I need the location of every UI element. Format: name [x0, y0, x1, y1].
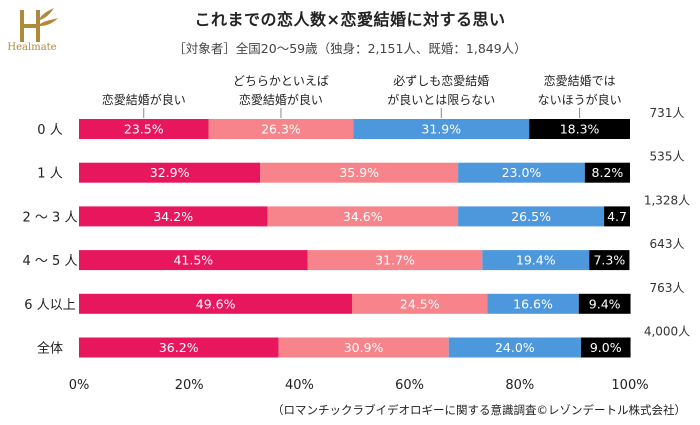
data-label-series-1: 49.6% [196, 296, 236, 311]
bar-segment-series-1 [79, 337, 279, 358]
data-label-series-3: 26.5% [511, 209, 551, 224]
sample-count: 763人 [650, 281, 685, 295]
data-label-series-2: 30.9% [344, 340, 384, 355]
data-label-series-1: 36.2% [159, 340, 199, 355]
data-label-series-1: 34.2% [153, 209, 193, 224]
bar-segment-series-2 [352, 293, 488, 314]
healmate-logo-icon [20, 8, 58, 42]
bar-segment-series-1 [79, 206, 268, 227]
data-label-series-4: 9.4% [589, 296, 621, 311]
x-tick-label: 60% [395, 378, 424, 393]
data-label-series-2: 26.3% [261, 122, 301, 137]
sample-count: 1,328人 [644, 193, 690, 207]
data-label-series-4: 4.7 [607, 209, 627, 224]
sample-count: 535人 [650, 150, 685, 164]
data-label-series-4: 9.0% [590, 340, 622, 355]
x-tick-label: 100% [611, 378, 648, 393]
chart-subtitle: ［対象者］全国20～59歳（独身：2,151人、既婚：1,849人） [173, 41, 527, 56]
legend-label-3: 必ずしも恋愛結婚 [393, 73, 489, 88]
bar-segment-series-4 [604, 206, 630, 227]
data-label-series-4: 8.2% [592, 165, 624, 180]
bar-segment-series-1 [79, 293, 353, 314]
data-label-series-1: 41.5% [173, 253, 213, 268]
x-tick-label: 80% [505, 378, 534, 393]
category-label: 全体 [37, 341, 63, 357]
category-label: 6 人以上 [24, 298, 75, 313]
data-label-series-1: 23.5% [124, 122, 164, 137]
sample-count: 731人 [650, 106, 685, 120]
x-tick-label: 40% [285, 378, 314, 393]
bar-segment-series-2 [307, 250, 483, 271]
sample-count: 643人 [650, 237, 685, 251]
category-label: 1 人 [37, 167, 62, 182]
data-label-series-3: 24.0% [495, 340, 535, 355]
data-label-series-2: 31.7% [375, 253, 415, 268]
legend-label-2: どちらかといえば [233, 74, 329, 88]
legend-label-4: 恋愛結婚では [544, 73, 616, 88]
bar-segment-series-1 [79, 250, 308, 271]
bar-segment-series-3 [487, 293, 579, 314]
bar-segment-series-3 [353, 119, 530, 139]
legend-label-2: 恋愛結婚が良い [239, 92, 323, 107]
x-tick-label: 0% [69, 378, 90, 393]
category-label: 2 ～ 3 人 [23, 210, 78, 225]
bar-segment-series-2 [260, 162, 459, 183]
legend-label-3: が良いとは限らない [387, 92, 495, 107]
bar-segment-series-4 [580, 337, 631, 358]
legend-label-4: ないほうが良い [538, 92, 622, 107]
data-label-series-3: 31.9% [421, 122, 461, 137]
bar-segment-series-4 [584, 162, 630, 183]
data-label-series-1: 32.9% [150, 165, 190, 180]
bar-segment-series-1 [79, 119, 209, 139]
bar-segment-series-4 [529, 119, 630, 139]
legend-label-1: 恋愛結婚が良い [102, 92, 186, 107]
logo-text: Healmate [7, 42, 57, 53]
x-tick-label: 20% [175, 378, 204, 393]
data-label-series-2: 35.9% [339, 165, 379, 180]
sample-count: 4,000人 [644, 325, 690, 339]
bar-segment-series-3 [458, 206, 605, 227]
data-label-series-4: 18.3% [560, 122, 600, 137]
bar-segment-series-3 [458, 162, 585, 183]
data-label-series-3: 23.0% [502, 165, 542, 180]
bar-segment-series-2 [267, 206, 459, 227]
bar-segment-series-3 [448, 337, 581, 358]
bar-segment-series-1 [79, 162, 261, 183]
bar-segment-series-2 [278, 337, 449, 358]
bar-segment-series-3 [482, 250, 590, 271]
category-label: 4 ～ 5 人 [23, 254, 78, 269]
data-label-series-4: 7.3% [593, 253, 625, 268]
source-note: （ロマンチックラブイデオロギーに関する意識調査©レゾンデートル株式会社） [272, 403, 686, 417]
data-label-series-2: 34.6% [343, 209, 383, 224]
bar-segment-series-4 [578, 293, 631, 314]
data-label-series-3: 19.4% [516, 253, 556, 268]
data-label-series-3: 16.6% [513, 296, 553, 311]
chart-title: これまでの恋人数×恋愛結婚に対する思い [194, 10, 506, 29]
bar-segment-series-2 [208, 119, 354, 139]
data-label-series-2: 24.5% [400, 296, 440, 311]
category-label: 0 人 [37, 123, 62, 138]
bar-segment-series-4 [589, 250, 630, 271]
